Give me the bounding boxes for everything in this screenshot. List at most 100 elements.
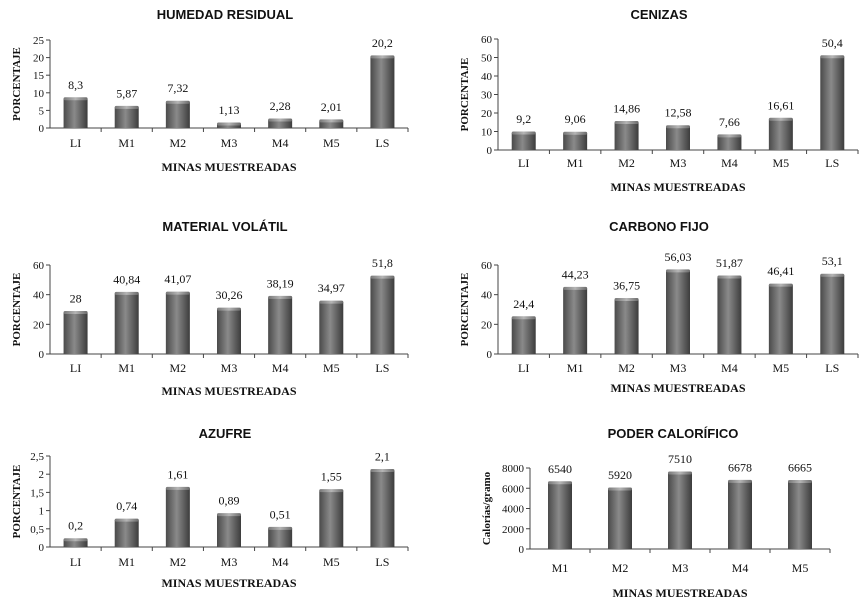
chart-title: PODER CALORÍFICO bbox=[608, 426, 739, 441]
x-tick-label: M2 bbox=[612, 561, 629, 575]
bar-cap bbox=[63, 310, 88, 314]
data-label: 16,61 bbox=[767, 98, 794, 112]
data-label: 56,03 bbox=[665, 250, 692, 264]
bar-cap bbox=[548, 481, 572, 485]
y-axis-label: Calorías/gramo bbox=[481, 471, 493, 545]
y-tick-label: 50 bbox=[481, 53, 493, 65]
bar-cap bbox=[319, 489, 344, 493]
x-tick-label: M1 bbox=[567, 156, 584, 170]
x-tick-label: M5 bbox=[773, 361, 790, 375]
y-axis-label: PORCENTAJE bbox=[459, 58, 471, 132]
y-tick-label: 60 bbox=[481, 260, 493, 272]
bar-cap bbox=[666, 125, 690, 129]
x-tick-label: LI bbox=[70, 555, 81, 569]
y-tick-label: 2,5 bbox=[30, 451, 44, 463]
x-axis-label: MINAS MUESTREADAS bbox=[161, 576, 296, 590]
y-axis-label: PORCENTAJE bbox=[11, 273, 23, 347]
bar-cap bbox=[614, 121, 639, 125]
data-label: 50,4 bbox=[822, 36, 843, 50]
data-label: 1,61 bbox=[167, 467, 188, 481]
x-tick-label: LS bbox=[375, 361, 389, 375]
x-axis-label: MINAS MUESTREADAS bbox=[612, 586, 747, 600]
bar-m4 bbox=[728, 481, 752, 549]
x-tick-label: M3 bbox=[672, 561, 689, 575]
bar-cap bbox=[268, 526, 293, 530]
data-label: 6665 bbox=[788, 461, 812, 475]
data-label: 51,8 bbox=[372, 256, 393, 270]
bar-cap bbox=[319, 119, 344, 123]
chart-panel-2: CENIZAS 0 10 20 30 40 50 60 LI 9,2 M1 9,06 M2 14,86 M3… bbox=[459, 7, 859, 194]
data-label: 44,23 bbox=[562, 267, 589, 281]
bar-cap bbox=[666, 269, 690, 273]
bar-m5 bbox=[788, 481, 812, 549]
bar-cap bbox=[511, 316, 536, 320]
bar-cap bbox=[165, 100, 190, 104]
x-tick-label: M4 bbox=[272, 555, 289, 569]
x-tick-label: LI bbox=[70, 361, 81, 375]
data-label: 7,32 bbox=[167, 81, 188, 95]
chart-title: AZUFRE bbox=[199, 426, 252, 441]
bar-li bbox=[511, 317, 536, 354]
data-label: 0,2 bbox=[68, 519, 83, 533]
x-tick-label: M4 bbox=[272, 136, 289, 150]
x-axis-label: MINAS MUESTREADAS bbox=[610, 180, 745, 194]
bar-m4 bbox=[268, 297, 293, 354]
data-label: 2,28 bbox=[270, 99, 291, 113]
y-axis-label: PORCENTAJE bbox=[11, 465, 23, 539]
data-label: 24,4 bbox=[513, 297, 534, 311]
bar-cap bbox=[614, 297, 639, 301]
data-label: 9,2 bbox=[516, 112, 531, 126]
y-tick-label: 5 bbox=[39, 105, 45, 117]
bar-m5 bbox=[768, 119, 793, 150]
bar-cap bbox=[608, 487, 632, 491]
bar-m3 bbox=[217, 514, 241, 547]
x-tick-label: M5 bbox=[323, 136, 340, 150]
bar-cap bbox=[717, 134, 742, 138]
y-tick-label: 0 bbox=[487, 349, 493, 361]
data-label: 28 bbox=[70, 291, 82, 305]
data-label: 41,07 bbox=[164, 272, 191, 286]
x-axis-label: MINAS MUESTREADAS bbox=[161, 160, 296, 174]
bar-m3 bbox=[666, 126, 690, 150]
bar-cap bbox=[788, 480, 812, 484]
bar-cap bbox=[768, 283, 793, 287]
x-tick-label: M2 bbox=[170, 361, 187, 375]
bar-cap bbox=[217, 513, 241, 517]
bar-ls bbox=[820, 56, 845, 151]
x-tick-label: M3 bbox=[221, 136, 238, 150]
bar-m4 bbox=[268, 528, 293, 547]
x-tick-label: M4 bbox=[272, 361, 289, 375]
data-label: 1,13 bbox=[219, 103, 240, 117]
bar-m4 bbox=[268, 119, 293, 128]
y-tick-label: 0 bbox=[39, 349, 45, 361]
chart-panel-1: HUMEDAD RESIDUAL 0 5 10 15 20 25 LI 8,3 M1 5,87 M2 7… bbox=[11, 7, 409, 174]
data-label: 7510 bbox=[668, 452, 692, 466]
bar-li bbox=[63, 539, 88, 547]
bar-m3 bbox=[217, 309, 241, 354]
bar-cap bbox=[217, 122, 241, 126]
bar-m4 bbox=[717, 135, 742, 150]
chart-panel-5: AZUFRE00,511,522,5LI0,2M10,74M21,61M30,8… bbox=[11, 426, 409, 590]
x-tick-label: LI bbox=[518, 156, 529, 170]
bar-li bbox=[511, 132, 536, 150]
y-tick-label: 1 bbox=[39, 506, 45, 518]
x-tick-label: LI bbox=[70, 136, 81, 150]
bar-ls bbox=[370, 277, 395, 354]
data-label: 5920 bbox=[608, 468, 632, 482]
bar-m2 bbox=[608, 489, 632, 549]
y-tick-label: 0,5 bbox=[30, 524, 44, 536]
bar-m1 bbox=[114, 520, 139, 547]
y-tick-label: 2 bbox=[39, 469, 45, 481]
y-tick-label: 8000 bbox=[502, 463, 525, 475]
bar-ls bbox=[820, 275, 845, 354]
x-tick-label: M5 bbox=[323, 555, 340, 569]
bar-cap bbox=[319, 300, 344, 304]
data-label: 38,19 bbox=[267, 276, 294, 290]
bar-m2 bbox=[165, 488, 190, 547]
x-tick-label: LS bbox=[375, 555, 389, 569]
x-tick-label: M5 bbox=[323, 361, 340, 375]
data-label: 9,06 bbox=[565, 112, 586, 126]
x-tick-label: LS bbox=[825, 156, 839, 170]
data-label: 40,84 bbox=[113, 272, 140, 286]
